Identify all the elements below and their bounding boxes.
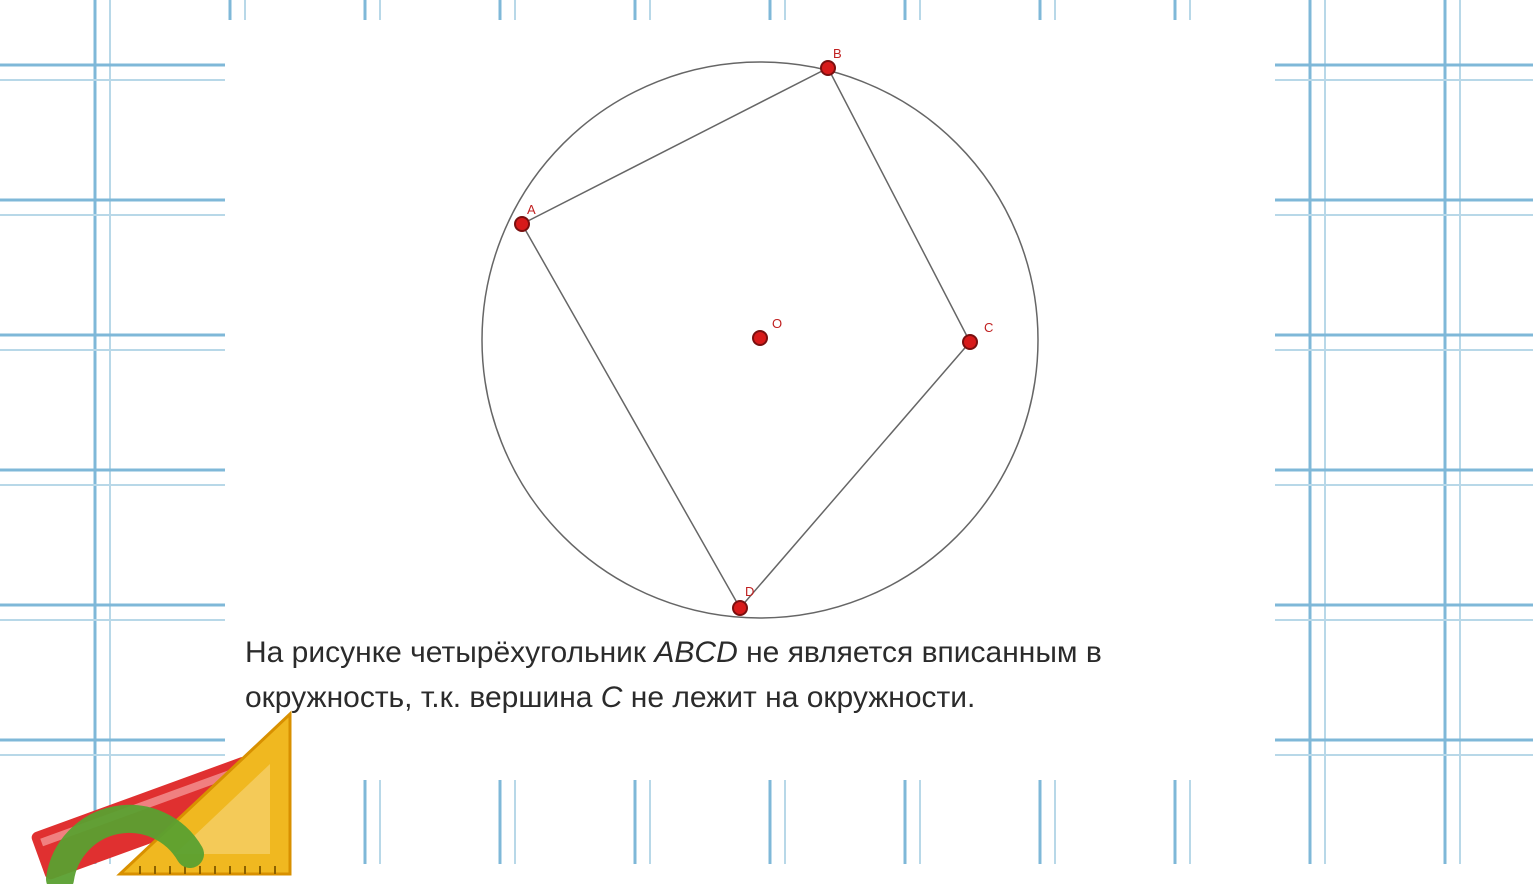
caption-text: На рисунке четырёхугольник ABCD не являе… — [245, 630, 1245, 720]
caption-line1-post: не является вписанным в — [738, 636, 1102, 669]
caption-line2-em: C — [601, 681, 623, 714]
label-c: C — [984, 320, 993, 335]
caption-line2-post: не лежит на окружности. — [622, 681, 975, 714]
caption-line1-em: ABCD — [654, 636, 737, 669]
quadrilateral-abcd — [522, 68, 970, 608]
geometry-diagram: A B C D O — [460, 20, 1060, 630]
geometry-tools-icon — [20, 684, 340, 884]
caption-line1-pre: На рисунке четырёхугольник — [245, 636, 654, 669]
label-o: O — [772, 316, 782, 331]
label-d: D — [745, 584, 754, 599]
label-a: A — [527, 202, 536, 217]
label-b: B — [833, 46, 842, 61]
